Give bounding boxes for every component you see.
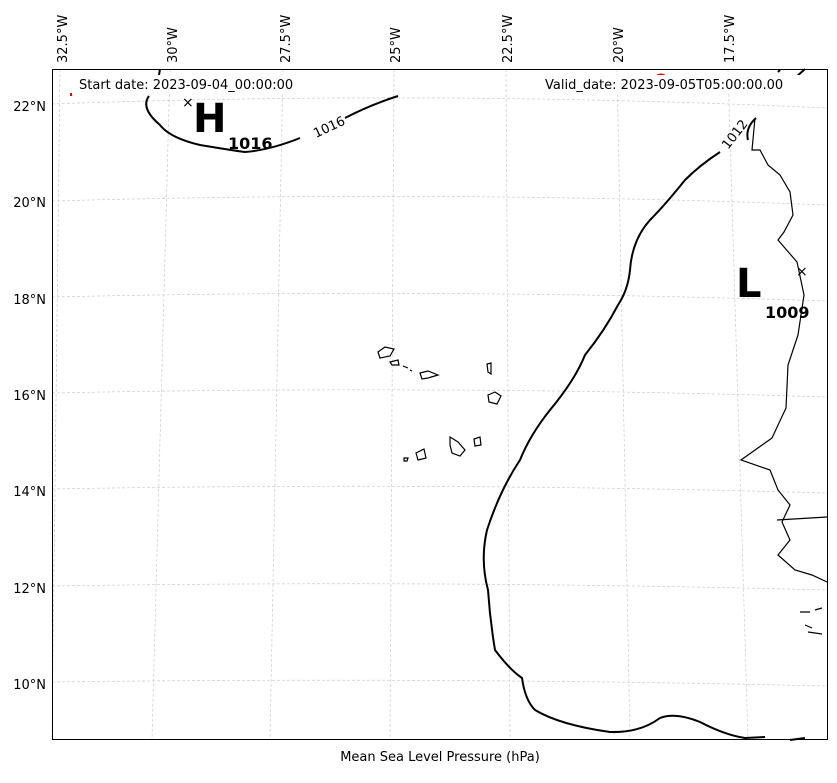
longitude-ticks: 32.5°W 30°W 27.5°W 25°W 22.5°W 20°W 17.5… — [56, 15, 738, 63]
lat-tick: 12°N — [13, 582, 46, 597]
lon-tick: 22.5°W — [501, 15, 516, 63]
lat-tick: 10°N — [13, 678, 46, 693]
start-date-label: Start date: 2023-09-04_00:00:00 — [79, 78, 293, 93]
high-center-marker: × — [182, 95, 194, 111]
isobars — [145, 68, 806, 741]
lon-tick: 17.5°W — [723, 15, 738, 63]
red-marker — [70, 93, 72, 96]
low-pressure-symbol: L — [736, 261, 762, 307]
lon-tick: 20°W — [612, 27, 627, 63]
high-pressure-symbol: H — [193, 96, 226, 142]
x-axis-label: Mean Sea Level Pressure (hPa) — [340, 750, 540, 765]
valid-date-label: Valid_date: 2023-09-05T05:00:00.00 — [545, 78, 783, 93]
lon-tick: 27.5°W — [279, 15, 294, 63]
low-center-marker: × — [796, 264, 808, 280]
lat-tick: 20°N — [13, 196, 46, 211]
lat-tick: 16°N — [13, 389, 46, 404]
contour-label-1016: 1016 — [311, 114, 347, 142]
lon-tick: 30°W — [166, 27, 181, 63]
graticule — [51, 68, 828, 740]
lon-tick: 25°W — [389, 27, 404, 63]
coastline — [377, 117, 828, 635]
isobar-1012 — [482, 68, 806, 741]
low-pressure-value: 1009 — [765, 303, 810, 322]
lat-tick: 14°N — [13, 485, 46, 500]
lat-tick: 22°N — [13, 100, 46, 115]
latitude-ticks: 22°N 20°N 18°N 16°N 14°N 12°N 10°N — [13, 100, 46, 693]
isobar-1016 — [145, 95, 399, 154]
high-pressure-value: 1016 — [228, 134, 273, 153]
lat-tick: 18°N — [13, 293, 46, 308]
lon-tick: 32.5°W — [56, 15, 71, 63]
map-frame — [52, 69, 828, 740]
